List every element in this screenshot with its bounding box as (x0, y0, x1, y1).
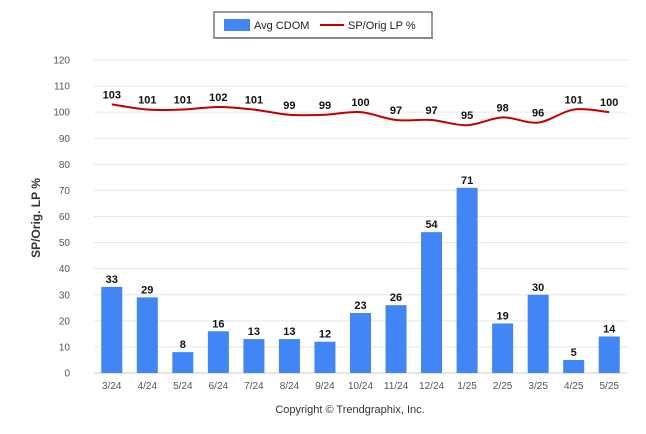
bar-avg-cdom (314, 341, 336, 373)
y-tick-label: 50 (59, 238, 71, 249)
x-tick-label: 7/24 (244, 381, 264, 392)
y-axis-title: SP/Orig. LP % (29, 178, 43, 258)
y-tick-label: 90 (59, 134, 71, 145)
x-tick-label: 8/24 (280, 381, 300, 392)
legend-label-sp-orig: SP/Orig LP % (348, 20, 416, 32)
line-data-label: 100 (351, 97, 369, 109)
line-data-label: 99 (319, 100, 331, 112)
bar-avg-cdom (598, 336, 620, 373)
x-tick-label: 1/25 (457, 381, 477, 392)
line-data-label: 102 (209, 92, 227, 104)
bar-data-label: 12 (319, 329, 331, 341)
bar-data-label: 30 (532, 282, 544, 294)
legend: Avg CDOM SP/Orig LP % (213, 11, 433, 39)
line-data-label: 98 (497, 102, 509, 114)
bar-avg-cdom (421, 232, 443, 373)
line-data-label: 95 (461, 110, 473, 122)
bar-avg-cdom (207, 331, 229, 373)
line-sp-orig-lp (111, 103, 610, 127)
bar-data-label: 26 (390, 292, 402, 304)
bar-data-label: 13 (283, 326, 295, 338)
y-tick-label: 80 (59, 160, 71, 171)
y-tick-label: 10 (59, 342, 71, 353)
bar-data-label: 33 (106, 274, 118, 286)
legend-swatch-bar (224, 19, 250, 31)
legend-label-avg-cdom: Avg CDOM (254, 20, 309, 32)
y-tick-label: 30 (59, 290, 71, 301)
bar-avg-cdom (492, 323, 514, 373)
x-tick-label: 11/24 (384, 381, 409, 392)
legend-shadow (216, 37, 433, 39)
line-data-label: 101 (565, 95, 583, 107)
y-tick-label: 40 (59, 264, 71, 275)
bar-data-label: 5 (571, 347, 577, 359)
line-data-label: 99 (283, 100, 295, 112)
bar-avg-cdom (278, 339, 300, 373)
x-tick-label: 4/24 (138, 381, 158, 392)
line-data-label: 96 (532, 108, 544, 120)
line-data-label: 100 (600, 97, 618, 109)
bar-avg-cdom (172, 352, 194, 373)
x-tick-label: 5/25 (599, 381, 619, 392)
bar-data-label: 16 (212, 318, 224, 330)
y-tick-label: 20 (59, 316, 71, 327)
line-data-label: 103 (103, 89, 121, 101)
bar-data-label: 13 (248, 326, 260, 338)
bar-avg-cdom (350, 313, 371, 373)
line-series-sp-orig (111, 103, 610, 127)
bar-avg-cdom (136, 297, 158, 373)
bar-avg-cdom (243, 339, 265, 373)
x-tick-label: 9/24 (315, 381, 335, 392)
bar-data-label: 54 (425, 219, 438, 231)
bar-series-avg-cdom (101, 187, 620, 373)
x-tick-label: 12/24 (419, 381, 444, 392)
line-data-label: 101 (245, 95, 263, 107)
x-tick-label: 5/24 (173, 381, 193, 392)
y-tick-label: 120 (53, 56, 70, 67)
y-tick-label: 110 (54, 82, 70, 93)
bar-data-label: 8 (180, 339, 186, 351)
y-tick-label: 70 (59, 186, 71, 197)
bar-data-label: 71 (461, 175, 473, 187)
data-labels: 33 29 8 16 13 13 12 23 26 54 71 19 30 5 14 103 101 101 102… (103, 89, 619, 359)
bar-avg-cdom (563, 359, 585, 373)
line-data-label: 101 (174, 95, 192, 107)
line-data-label: 97 (425, 105, 437, 117)
bar-avg-cdom (385, 305, 407, 373)
bar-avg-cdom (101, 286, 123, 373)
bar-data-label: 19 (497, 310, 509, 322)
bar-avg-cdom (527, 294, 549, 373)
y-tick-label: 60 (59, 212, 71, 223)
line-data-label: 97 (390, 105, 402, 117)
x-tick-label: 10/24 (348, 381, 373, 392)
bar-data-label: 23 (354, 300, 366, 312)
bar-avg-cdom (456, 187, 478, 373)
x-tick-label: 3/25 (528, 381, 548, 392)
y-tick-label: 100 (53, 108, 70, 119)
copyright-footer: Copyright © Trendgraphix, Inc. (275, 404, 424, 416)
x-tick-label: 3/24 (102, 381, 122, 392)
x-tick-label: 6/24 (209, 381, 229, 392)
line-data-label: 101 (138, 95, 156, 107)
bar-data-label: 29 (141, 284, 153, 296)
y-tick-label: 0 (64, 369, 70, 380)
x-tick-label: 2/25 (493, 381, 513, 392)
x-tick-label: 4/25 (564, 381, 584, 392)
bar-data-label: 14 (603, 323, 616, 335)
